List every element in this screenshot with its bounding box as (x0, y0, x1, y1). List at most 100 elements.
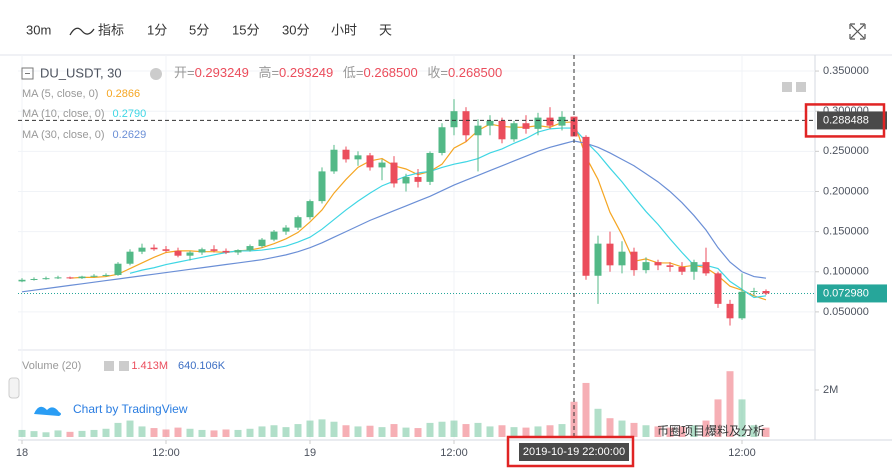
ma-line (21, 140, 767, 293)
volume-bar (558, 424, 566, 437)
x-tick-label: 18 (16, 447, 28, 459)
candle-body (378, 162, 386, 168)
volume-bar (90, 429, 98, 437)
crosshair-time-box (519, 443, 630, 461)
attribution-text[interactable]: Chart by TradingView (73, 402, 188, 416)
candle-body (102, 274, 110, 276)
volume-bar (42, 432, 50, 437)
volume-bar (150, 428, 158, 437)
candle-body (498, 120, 506, 140)
volume-bar (282, 427, 290, 437)
interval-button[interactable]: 5分 (189, 22, 209, 37)
x-tick-label: 12:00 (440, 447, 468, 459)
candle-body (282, 227, 290, 232)
volume-bar (174, 427, 182, 437)
candle-body (270, 231, 278, 240)
ohlc-legend: 开=0.293249 高=0.293249 低=0.268500 收=0.268… (174, 65, 502, 80)
ohlc-value: 0.268500 (448, 65, 502, 80)
ma-legend: MA (30, close, 0) 0.2629 (22, 129, 146, 141)
scroll-icon[interactable] (782, 82, 792, 92)
volume-bar (222, 429, 230, 437)
volume-bar (390, 424, 398, 437)
volume-bar (678, 426, 686, 437)
candle-body (54, 277, 62, 279)
volume-bar (426, 422, 434, 437)
candle-body (198, 249, 206, 253)
volume-tick-label: 2M (823, 384, 838, 396)
candle-body (450, 111, 458, 128)
candle-body (138, 247, 146, 252)
candle-body (366, 155, 374, 168)
volume-bar (342, 425, 350, 437)
scroll-icon[interactable] (796, 82, 806, 92)
candle-body (714, 273, 722, 304)
x-tick-label: 12:00 (152, 447, 180, 459)
y-tick-label: 0.350000 (823, 65, 869, 77)
volume-bar (498, 425, 506, 437)
volume-value: 1.413M (131, 360, 168, 372)
ohlc-label: 收= (427, 65, 448, 80)
candle-body (330, 149, 338, 172)
interval-button[interactable]: 天 (379, 22, 392, 37)
indicators-button[interactable]: 指标 (98, 22, 124, 37)
candle-body (294, 217, 302, 228)
candle-body (18, 279, 26, 282)
ohlc-value: 0.293249 (279, 65, 333, 80)
ohlc-value: 0.268500 (364, 65, 418, 80)
candle-body (594, 243, 602, 276)
collapse-icon[interactable] (21, 67, 34, 80)
candle-body (486, 120, 494, 126)
volume-settings-icon[interactable] (104, 361, 114, 371)
interval-button[interactable]: 15分 (232, 22, 259, 37)
candle-body (234, 250, 242, 253)
candle-body (42, 278, 50, 280)
candle-body (654, 262, 662, 266)
interval-button[interactable]: 小时 (331, 22, 357, 37)
candle-body (558, 116, 566, 126)
last-price-label: 0.072980 (823, 287, 869, 299)
candle-body (186, 252, 194, 256)
candle-body (318, 171, 326, 202)
volume-bar (294, 424, 302, 437)
symbol-title: DU_USDT, 30 (40, 65, 122, 80)
candle-body (210, 249, 218, 251)
volume-bar (162, 429, 170, 437)
candle-body (402, 177, 410, 184)
candle-body (78, 276, 86, 279)
candle-body (462, 111, 470, 136)
candle-body (726, 303, 734, 319)
volume-bar (66, 431, 74, 437)
ma-name: MA (30, close, 0) (22, 129, 105, 141)
fullscreen-icon[interactable] (849, 23, 866, 40)
candle-body (630, 251, 638, 271)
chart-style-icon[interactable] (69, 27, 95, 36)
interval-button[interactable]: 30分 (282, 22, 309, 37)
settings-icon[interactable] (150, 68, 162, 80)
interval-button[interactable]: 1分 (147, 22, 167, 37)
ohlc-value: 0.293249 (195, 65, 249, 80)
ohlc-label: 高= (258, 65, 279, 80)
candle-body (702, 262, 710, 274)
volume-close-icon[interactable] (119, 361, 129, 371)
candle-body (150, 247, 158, 250)
volume-bar (366, 425, 374, 437)
side-toggle[interactable] (8, 377, 20, 399)
volume-bar (210, 430, 218, 437)
ma-legend: MA (5, close, 0) 0.2866 (22, 88, 140, 100)
volume-bar (318, 419, 326, 437)
candle-body (306, 201, 314, 218)
candle-body (762, 291, 770, 294)
volume-bar (330, 421, 338, 437)
highlight-box (506, 435, 635, 468)
volume-bar (606, 418, 614, 437)
candle-body (126, 251, 134, 264)
y-tick-label: 0.100000 (823, 266, 869, 278)
volume-bar (654, 426, 662, 437)
y-tick-label: 0.150000 (823, 226, 869, 238)
y-tick-label: 0.250000 (823, 145, 869, 157)
volume-bar (78, 430, 86, 437)
ma-value: 0.2790 (113, 108, 147, 120)
candle-body (606, 243, 614, 266)
interval-button[interactable]: 30m (26, 22, 51, 37)
volume-bar (30, 431, 38, 437)
